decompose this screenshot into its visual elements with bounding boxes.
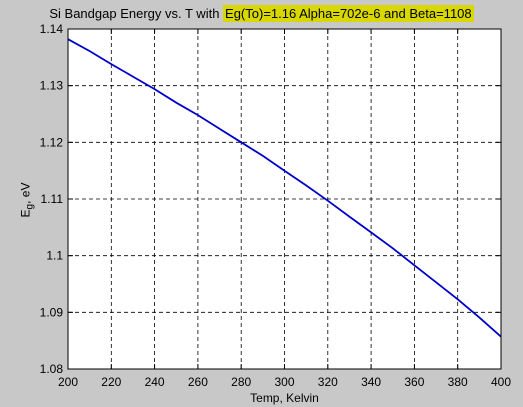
y-label-rest: , eV [18,182,33,204]
x-tick-label: 200 [58,375,78,389]
y-axis-label: Eg, eV [18,183,35,218]
x-tick-label: 340 [361,375,381,389]
x-axis-label: Temp, Kelvin [250,391,319,405]
x-tick-label: 240 [145,375,165,389]
y-tick-label: 1.11 [41,192,64,206]
x-tick-label: 400 [491,375,511,389]
title-highlight: Eg(To)=1.16 Alpha=702e-6 and Beta=1108 [223,5,474,22]
y-label-sub: g [24,203,36,210]
x-tick-label: 320 [318,375,338,389]
y-tick-label: 1.14 [40,22,64,36]
x-tick-label: 360 [404,375,424,389]
x-tick-label: 260 [188,375,208,389]
x-tick-label: 380 [448,375,468,389]
x-tick-label: 280 [231,375,251,389]
chart-title: Si Bandgap Energy vs. T with Eg(To)=1.16… [0,5,523,22]
x-tick-label: 300 [274,375,294,389]
title-prefix: Si Bandgap Energy vs. T with [49,6,224,21]
y-tick-label: 1.09 [40,305,64,319]
y-label-main: E [18,209,33,218]
y-tick-label: 1.12 [40,135,64,149]
y-tick-label: 1.08 [40,362,64,376]
y-tick-label: 1.13 [40,79,64,93]
x-tick-label: 220 [101,375,121,389]
series-line [67,38,502,338]
y-tick-label: 1.1 [46,249,63,263]
